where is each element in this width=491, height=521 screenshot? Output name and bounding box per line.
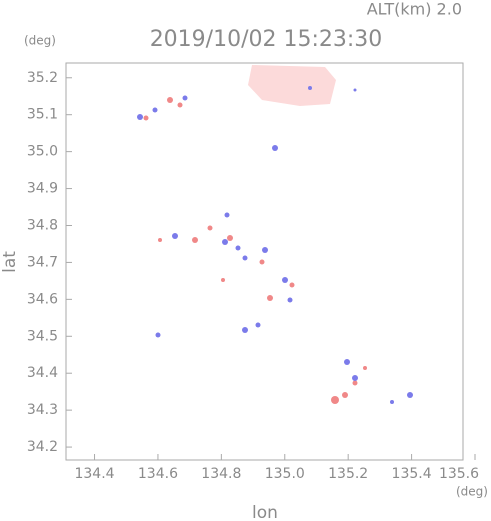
y-tick-label: 34.5	[27, 328, 58, 344]
y-axis-label: lat	[0, 251, 20, 273]
echo-red	[143, 97, 367, 404]
x-tick-label: 135.2	[328, 466, 368, 482]
x-tick-label: 134.8	[201, 466, 241, 482]
y-tick-label: 34.3	[27, 402, 58, 418]
x-tick-label: 134.6	[138, 466, 178, 482]
plot-frame	[65, 62, 464, 461]
x-tick-label: 135.4	[392, 466, 432, 482]
y-tick-label: 34.9	[27, 181, 58, 197]
y-tick-label: 35.2	[27, 70, 58, 86]
x-unit: (deg)	[456, 485, 488, 499]
x-tick-label: 134.4	[74, 466, 114, 482]
echo-field	[137, 65, 413, 404]
y-tick-label: 35.0	[27, 144, 58, 160]
y-unit: (deg)	[24, 34, 56, 48]
y-tick-label: 34.2	[27, 439, 58, 455]
y-tick-label: 34.6	[27, 291, 58, 307]
x-axis-label: lon	[252, 503, 278, 521]
chart-title: 2019/10/02 15:23:30	[150, 27, 383, 52]
echo-blob	[248, 65, 336, 106]
y-tick-label: 34.8	[27, 217, 58, 233]
y-tick-label: 34.4	[27, 365, 58, 381]
x-tick-label: 135.6	[439, 466, 479, 482]
altitude-label: ALT(km) 2.0	[367, 0, 462, 19]
x-tick-label: 135.0	[265, 466, 305, 482]
y-tick-label: 35.1	[27, 107, 58, 123]
y-tick-label: 34.7	[27, 254, 58, 270]
echo-blue	[137, 86, 413, 404]
